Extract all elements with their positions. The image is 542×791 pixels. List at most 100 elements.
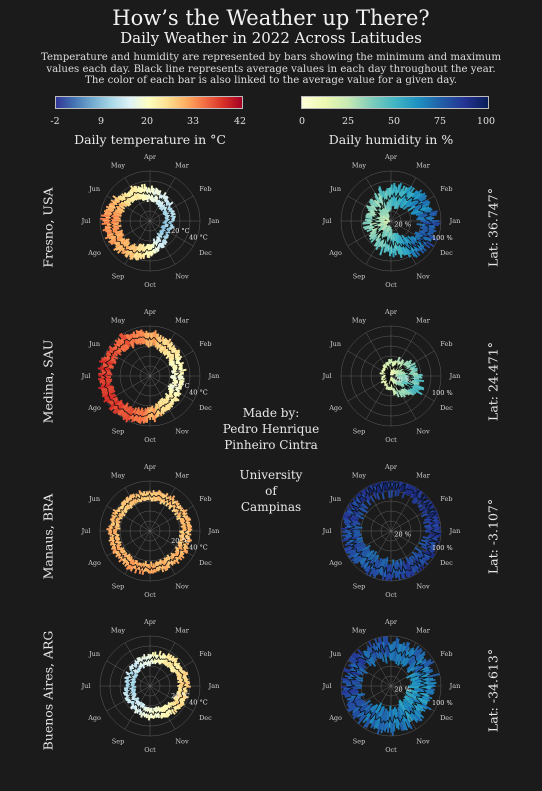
radial-label: 40 °C [189,698,208,706]
radial-label: 40 °C [189,388,208,396]
humidity-colorbar [301,96,489,109]
temperature-tick: 9 [98,116,104,127]
month-label: Ago [328,249,342,257]
month-label: Ago [87,559,101,567]
month-label: Dec [440,559,453,567]
credit-institution: University [210,467,332,483]
month-label: Dec [440,714,453,722]
month-label: Dec [440,404,453,412]
month-label: Oct [385,436,397,444]
month-label: Sep [112,737,124,745]
month-label: Nov [175,427,189,435]
month-label: Dec [199,559,212,567]
month-label: Oct [144,591,156,599]
month-label: Apr [143,618,157,626]
month-label: Apr [384,618,398,626]
month-label: May [352,627,367,635]
month-label: Nov [416,272,430,280]
month-label: Jul [322,682,332,690]
temperature-colorbar [55,96,243,109]
radial-label: 40 °C [189,233,208,241]
radial-label: 20 % [394,375,411,383]
month-label: Feb [440,185,452,193]
month-label: Apr [384,463,398,471]
month-label: Jun [88,185,100,193]
temperature-column-title: Daily temperature in °C [74,132,226,147]
bars-group [100,184,175,260]
month-label: Jun [88,495,100,503]
month-label: Jan [449,527,461,535]
month-label: May [352,317,367,325]
month-label: Oct [144,281,156,289]
month-label: Jun [329,495,341,503]
month-label: Feb [199,340,211,348]
radial-label: 20 °C [171,692,190,700]
month-label: Jul [81,372,91,380]
month-label: Mar [416,317,431,325]
credit-author: Pedro Henrique [210,421,332,437]
month-label: Jan [208,527,220,535]
month-label: Nov [175,272,189,280]
month-label: Feb [199,185,211,193]
month-label: Feb [199,495,211,503]
month-label: Mar [416,472,431,480]
month-label: May [352,162,367,170]
radial-label: 100 % [432,389,453,397]
month-label: Feb [440,650,452,658]
month-label: Jul [322,527,332,535]
credit-made-by: Made by: [210,405,332,421]
month-label: Sep [112,272,124,280]
month-label: Sep [353,427,365,435]
month-label: Ago [87,404,101,412]
humidity-tick: 0 [299,116,305,127]
humidity-tick: 25 [342,116,354,127]
month-label: Jun [329,340,341,348]
month-label: Dec [199,404,212,412]
month-label: May [111,162,126,170]
month-label: May [111,472,126,480]
temperature-tick: -2 [50,116,59,127]
city-label: Buenos Aires, ARG [41,591,56,791]
month-label: Jan [208,372,220,380]
month-label: Sep [112,582,124,590]
month-label: Mar [175,627,190,635]
radial-label: 20 °C [171,227,190,235]
month-label: Jul [81,527,91,535]
chart-subtitle: Daily Weather in 2022 Across Latitudes [0,29,542,47]
month-label: Mar [416,627,431,635]
month-label: Jan [449,372,461,380]
month-label: Mar [175,317,190,325]
month-label: Apr [143,308,157,316]
month-label: Feb [440,495,452,503]
humidity-tick: 50 [388,116,400,127]
month-label: Jan [208,682,220,690]
month-label: Jan [449,682,461,690]
month-label: Jun [88,650,100,658]
month-label: Jan [208,217,220,225]
temperature-tick: 33 [187,116,199,127]
month-label: Oct [385,281,397,289]
credit-institution: of [210,483,332,499]
month-label: Apr [384,308,398,316]
month-label: Jan [449,217,461,225]
month-label: Nov [175,582,189,590]
radial-label: 20 °C [171,537,190,545]
latitude-label: Lat: -34.613° [486,591,501,791]
month-label: Dec [440,249,453,257]
month-label: Jul [322,372,332,380]
month-label: Jun [88,340,100,348]
temperature-tick: 42 [234,116,246,127]
month-label: May [111,317,126,325]
month-label: Dec [199,714,212,722]
month-label: Jul [81,217,91,225]
chart-title: How’s the Weather up There? [0,6,542,30]
radial-label: 40 °C [189,543,208,551]
month-label: Jun [329,185,341,193]
